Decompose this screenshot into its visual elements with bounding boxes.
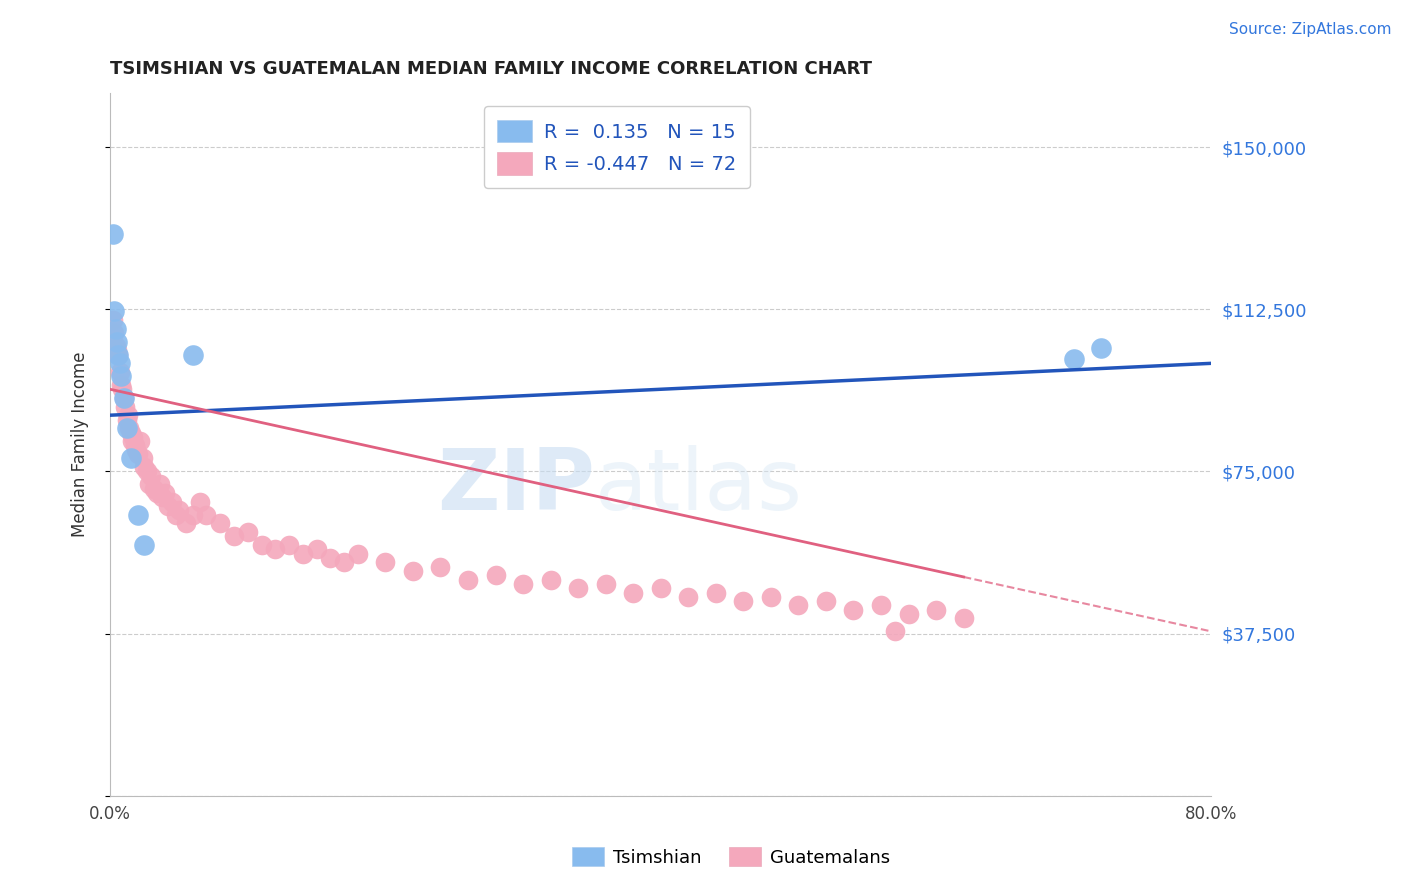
Point [347, 547, 370, 561]
Point [115, 421, 138, 435]
Point [925, 603, 948, 617]
Point [153, 486, 176, 500]
Point [150, 491, 173, 505]
Text: atlas: atlas [595, 445, 803, 528]
Point [484, 568, 506, 582]
Point [278, 538, 301, 552]
Point [733, 594, 755, 608]
Legend: R =  0.135   N = 15, R = -0.447   N = 72: R = 0.135 N = 15, R = -0.447 N = 72 [484, 106, 749, 188]
Point [105, 343, 128, 358]
Text: Source: ZipAtlas.com: Source: ZipAtlas.com [1229, 22, 1392, 37]
Point [132, 451, 155, 466]
Point [118, 421, 141, 435]
Point [897, 607, 920, 621]
Point [181, 348, 204, 362]
Point [429, 559, 451, 574]
Point [124, 438, 146, 452]
Point [108, 356, 131, 370]
Point [1063, 351, 1085, 366]
Point [236, 524, 259, 539]
Point [759, 590, 782, 604]
Point [291, 547, 314, 561]
Point [138, 477, 160, 491]
Point [103, 304, 125, 318]
Point [174, 516, 197, 531]
Text: TSIMSHIAN VS GUATEMALAN MEDIAN FAMILY INCOME CORRELATION CHART: TSIMSHIAN VS GUATEMALAN MEDIAN FAMILY IN… [110, 60, 872, 78]
Point [650, 581, 672, 595]
Point [143, 482, 166, 496]
Point [101, 227, 124, 241]
Point [110, 378, 132, 392]
Point [704, 585, 727, 599]
Point [136, 465, 159, 479]
Point [165, 508, 187, 522]
Point [540, 573, 562, 587]
Point [129, 434, 152, 449]
Point [134, 538, 156, 552]
Point [883, 624, 905, 639]
Point [122, 430, 145, 444]
Point [125, 442, 148, 457]
Point [112, 391, 135, 405]
Point [457, 573, 479, 587]
Point [787, 599, 810, 613]
Point [1090, 341, 1112, 355]
Point [121, 434, 143, 449]
Point [104, 339, 127, 353]
Point [250, 538, 273, 552]
Point [595, 577, 617, 591]
Point [305, 542, 328, 557]
Point [188, 494, 211, 508]
Point [108, 365, 131, 379]
Point [167, 503, 190, 517]
Point [195, 508, 218, 522]
Point [512, 577, 534, 591]
Text: ZIP: ZIP [437, 445, 595, 528]
Point [402, 564, 425, 578]
Point [319, 550, 342, 565]
Point [333, 555, 356, 569]
Point [621, 585, 644, 599]
Point [567, 581, 589, 595]
Point [842, 603, 865, 617]
Point [127, 508, 149, 522]
Point [141, 468, 163, 483]
Point [103, 326, 125, 340]
Point [107, 348, 129, 362]
Point [110, 369, 132, 384]
Point [678, 590, 700, 604]
Point [104, 322, 127, 336]
Point [115, 412, 138, 426]
Point [222, 529, 245, 543]
Point [134, 460, 156, 475]
Point [952, 611, 974, 625]
Point [149, 477, 172, 491]
Point [114, 400, 136, 414]
Point [107, 348, 129, 362]
Point [117, 408, 139, 422]
Point [105, 334, 128, 349]
Y-axis label: Median Family Income: Median Family Income [72, 351, 89, 537]
Point [146, 486, 169, 500]
Legend: Tsimshian, Guatemalans: Tsimshian, Guatemalans [565, 840, 897, 874]
Point [814, 594, 837, 608]
Point [156, 499, 179, 513]
Point [209, 516, 232, 531]
Point [127, 447, 149, 461]
Point [101, 313, 124, 327]
Point [181, 508, 204, 522]
Point [160, 494, 183, 508]
Point [120, 425, 142, 440]
Point [112, 391, 135, 405]
Point [264, 542, 287, 557]
Point [374, 555, 396, 569]
Point [120, 451, 142, 466]
Point [111, 382, 134, 396]
Point [870, 599, 893, 613]
